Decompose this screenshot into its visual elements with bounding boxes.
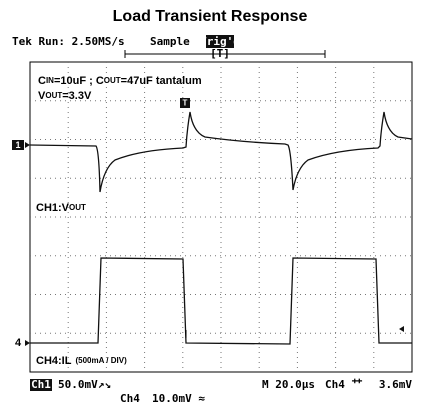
ch1-marker-box <box>12 140 24 150</box>
ch1-arrow <box>25 142 30 148</box>
trig-box <box>206 35 234 48</box>
ch4-marker: 4 <box>15 337 22 349</box>
text: =3.3V <box>62 90 92 102</box>
acq-mode: Sample <box>150 35 190 48</box>
text: OUT <box>69 203 86 212</box>
text: CH1:V <box>36 202 70 214</box>
trig-source: Ch4 ⺿ <box>325 377 363 391</box>
text: =10uF ; C <box>54 75 104 87</box>
ch4-scale: 10.0mV ≈ <box>152 392 205 405</box>
trig-marker: T <box>183 99 188 108</box>
title: Load Transient Response <box>113 8 308 25</box>
trig-status: Trig'd <box>200 35 240 48</box>
ch1-marker: 1 <box>15 140 20 150</box>
ch1-trace <box>29 111 413 193</box>
ch4-arrow <box>25 340 30 346</box>
ch1-label: CH1:VOUT <box>36 202 86 214</box>
caps-note: CIN=10uF ; COUT=47uF tantalum <box>38 75 202 87</box>
text: C <box>38 75 46 87</box>
text: OUT <box>104 76 121 85</box>
trig-level-arrow <box>399 326 404 332</box>
text: (500mA / DIV) <box>75 356 127 365</box>
ch1-name: Ch1 <box>31 378 51 391</box>
text: CH4:IL <box>36 355 72 367</box>
timebase: M 20.0µs <box>262 378 315 391</box>
trig-level: 3.6mV <box>379 378 412 391</box>
trig-pos: [T] <box>210 47 230 60</box>
text: =47uF tantalum <box>121 75 202 87</box>
ch1-box <box>30 379 52 391</box>
trig-marker-box <box>180 98 190 108</box>
text: V <box>38 90 46 102</box>
run-status: Tek Run: 2.50MS/s <box>12 35 125 48</box>
vout-note: VOUT=3.3V <box>38 90 92 102</box>
ch4-label: CH4:IL (500mA / DIV) <box>36 355 127 367</box>
ch1-scale: 50.0mV↗↘ <box>58 378 111 391</box>
text: OUT <box>45 91 62 100</box>
ch4-name: Ch4 <box>120 392 140 405</box>
graticule <box>29 61 413 373</box>
ch4-trace <box>30 257 412 345</box>
text: IN <box>46 76 54 85</box>
